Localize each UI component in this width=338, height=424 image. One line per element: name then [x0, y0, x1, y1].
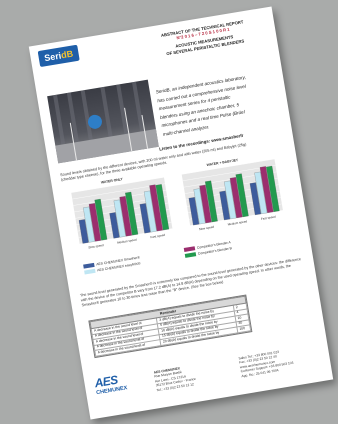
bar	[224, 180, 237, 220]
bar	[155, 184, 170, 231]
legend-swatch	[183, 246, 196, 253]
footer-contact: Sales Tel.: +33 800 001 023 Fax: +33 (0)…	[238, 349, 294, 378]
intro-text: SeridB, an independent acoustics laborat…	[155, 74, 247, 137]
legend-swatch	[184, 252, 197, 259]
legend-swatch	[83, 262, 95, 269]
x-tick-label: Medium speed	[227, 219, 247, 226]
x-tick-label: Slow speed	[198, 225, 214, 232]
bar	[113, 199, 126, 238]
bar	[249, 182, 262, 216]
chart-water-only: Slow speed Medium speed Fast speed	[71, 177, 173, 250]
bar	[139, 203, 151, 234]
bar	[199, 184, 212, 224]
bar	[266, 165, 280, 212]
bar	[254, 171, 268, 215]
anechoic-chamber-photo	[47, 79, 159, 164]
bar	[109, 212, 120, 239]
gridline	[71, 177, 164, 193]
bar	[88, 203, 102, 242]
x-tick-label: Slow speed	[88, 243, 104, 250]
bar	[149, 184, 163, 232]
bar	[229, 177, 243, 219]
bar	[119, 196, 132, 237]
gridline	[181, 158, 275, 175]
bar	[83, 206, 95, 243]
aes-chemunex-logo: AES CHEMUNEX	[93, 372, 128, 397]
reminder-table: Reminder A decrease in the sound level o…	[88, 294, 253, 359]
bar	[259, 166, 274, 213]
footer-address: AES CHEMUNEX Rue Maryse Bastié Ker Lann …	[153, 366, 197, 392]
bar	[125, 191, 139, 236]
seridb-logo: SeridB	[37, 44, 80, 68]
legend-swatch	[84, 269, 96, 275]
x-tick-label: Fast speed	[150, 233, 166, 239]
report-header: ABSTRACT OF THE TECHNICAL REPORT N°2 0 1…	[139, 16, 269, 60]
chart-water-babyjet: Slow speed Medium speed Fast speed	[181, 158, 283, 232]
document-page: SeridB ABSTRACT OF THE TECHNICAL REPORT …	[28, 6, 334, 420]
x-tick-label: Fast speed	[261, 215, 277, 221]
bar	[219, 190, 231, 221]
bar	[235, 173, 249, 218]
bar	[143, 190, 157, 233]
bar	[78, 219, 89, 244]
bar	[94, 198, 108, 241]
bar	[188, 197, 200, 226]
bar	[193, 188, 206, 225]
x-tick-label: Medium speed	[117, 238, 137, 245]
bar	[205, 180, 218, 223]
